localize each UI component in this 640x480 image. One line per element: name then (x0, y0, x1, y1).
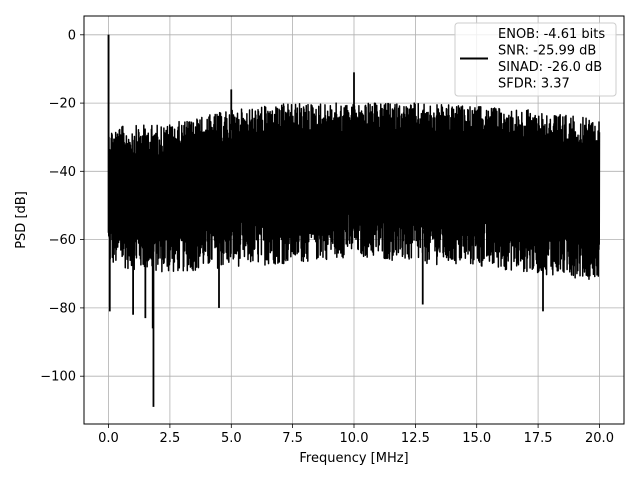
y-tick-label: −80 (49, 301, 76, 316)
legend-line-1: ENOB: -4.61 bits (498, 27, 605, 42)
legend-line-4: SFDR: 3.37 (498, 77, 570, 92)
legend-line-2: SNR: -25.99 dB (498, 44, 596, 59)
legend-entry-label: ENOB: -4.61 bits SNR: -25.99 dB SINAD: -26… (498, 27, 605, 92)
x-tick-label: 2.5 (160, 431, 181, 446)
x-tick-label: 17.5 (524, 431, 553, 446)
series-psd (107, 34, 601, 407)
legend-line-3: SINAD: -26.0 dB (498, 60, 602, 75)
x-tick-label: 7.5 (282, 431, 303, 446)
x-tick-label: 20.0 (585, 431, 614, 446)
legend: ENOB: -4.61 bits SNR: -25.99 dB SINAD: -26… (454, 22, 617, 97)
psd-trace (107, 34, 601, 281)
y-tick-label: −40 (49, 165, 76, 180)
axis-ticks: 0.0 2.5 5.0 7.5 10.0 12.5 15.0 17.5 20.0 0 −20 −40 −… (40, 28, 614, 446)
y-axis-label: PSD [dB] (14, 191, 29, 249)
y-tick-label: −20 (49, 97, 76, 112)
y-tick-label: −100 (40, 370, 76, 385)
x-tick-label: 10.0 (340, 431, 369, 446)
x-tick-label: 12.5 (401, 431, 430, 446)
x-tick-label: 5.0 (221, 431, 242, 446)
x-axis-label: Frequency [MHz] (299, 451, 408, 466)
x-tick-label: 15.0 (462, 431, 491, 446)
y-tick-label: 0 (68, 28, 76, 43)
y-tick-label: −60 (49, 233, 76, 248)
legend-box (454, 22, 617, 97)
x-tick-label: 0.0 (98, 431, 119, 446)
